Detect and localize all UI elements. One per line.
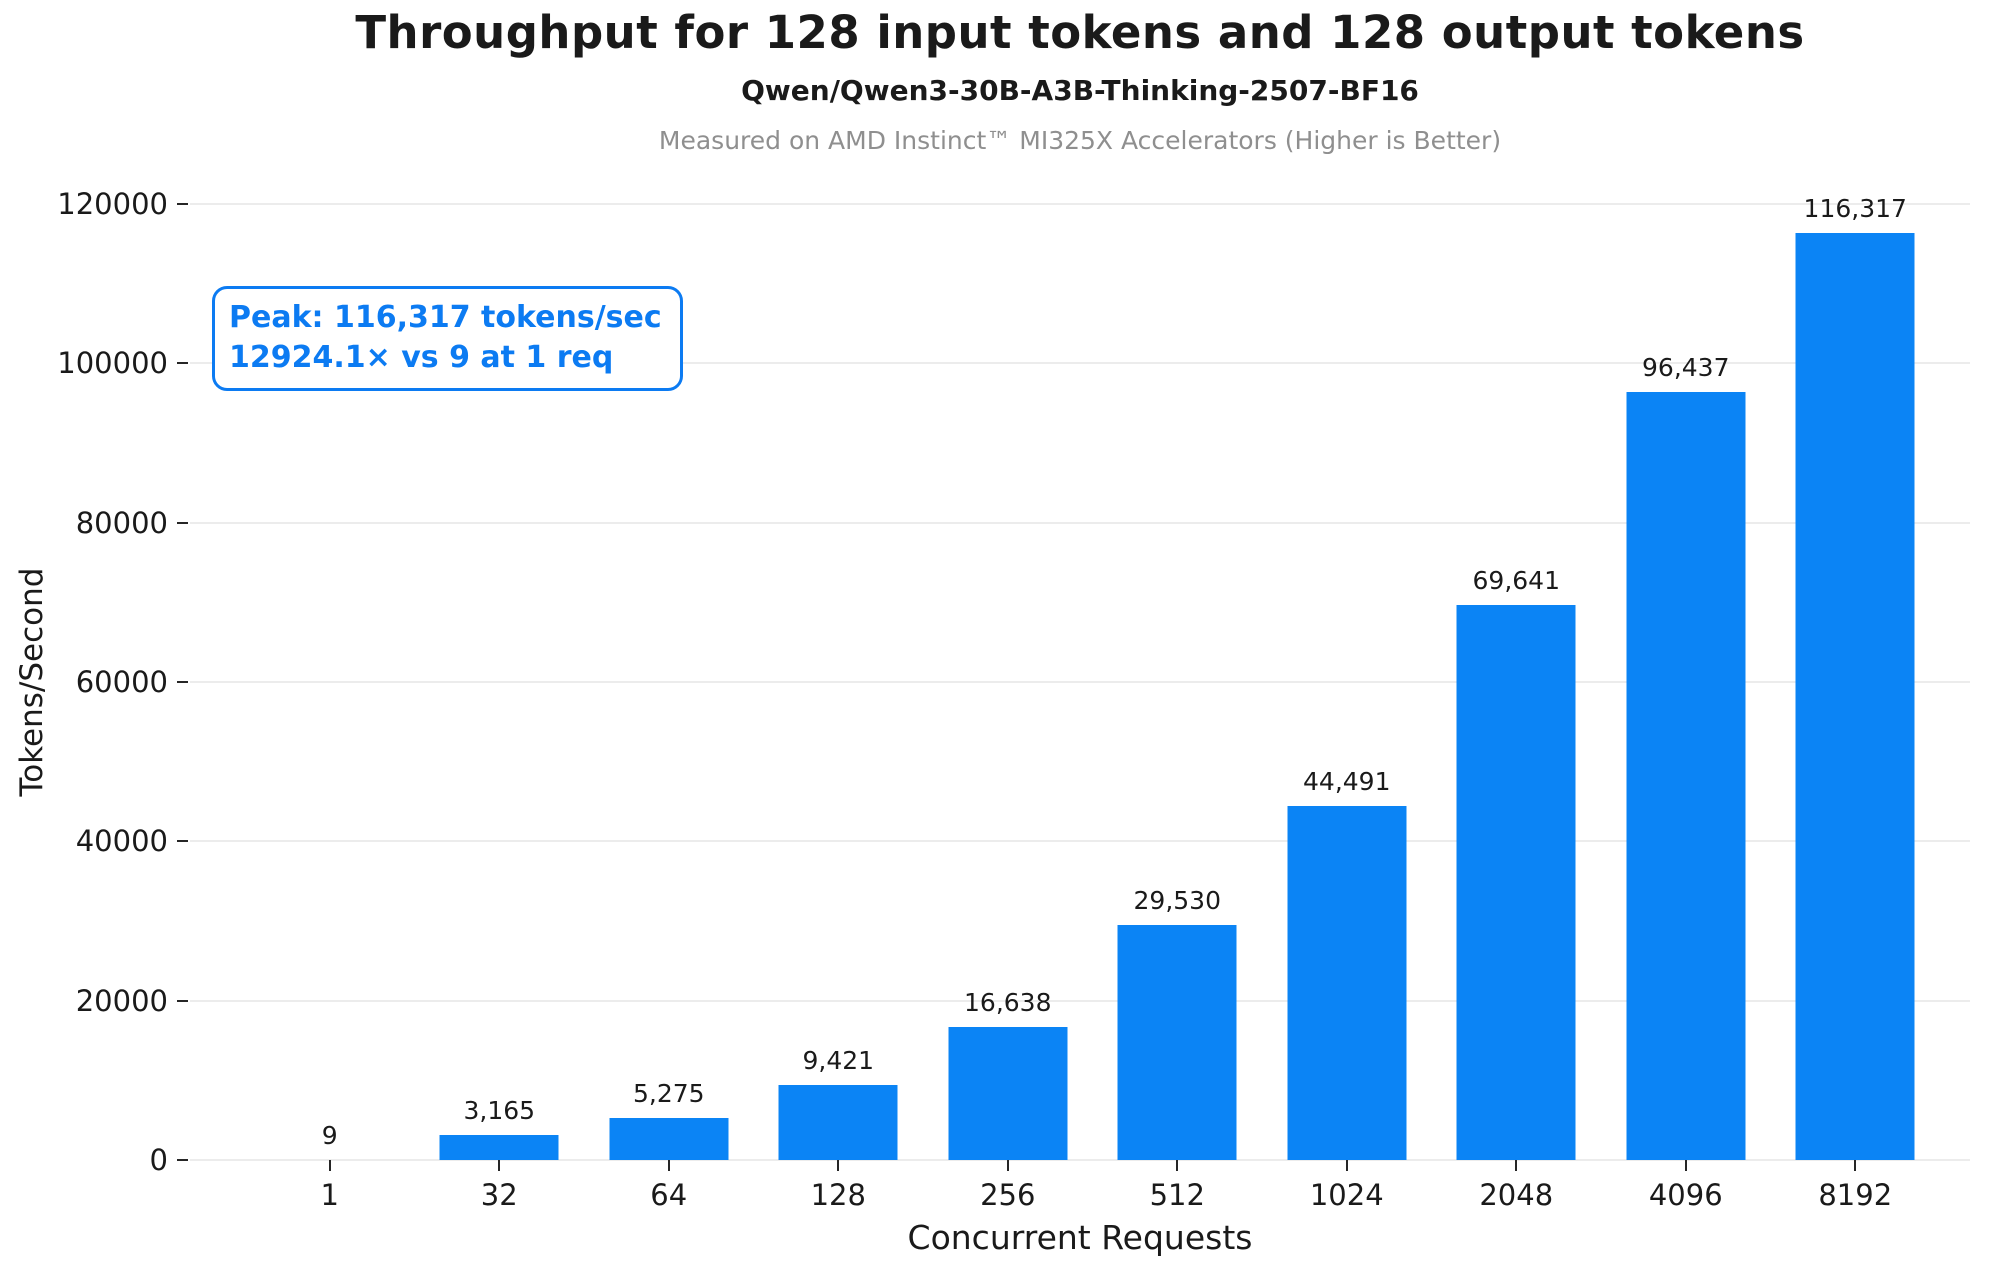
bar-64 — [609, 1117, 729, 1160]
bar-1024 — [1287, 805, 1407, 1160]
y-tick-mark-120000 — [177, 203, 188, 205]
x-tick-label-1024: 1024 — [1309, 1178, 1384, 1212]
x-tick-label-256: 256 — [980, 1178, 1036, 1212]
bar-128 — [778, 1084, 898, 1160]
gridline-60000 — [190, 681, 1970, 683]
bar-4096 — [1626, 391, 1746, 1160]
bar-column-32: 3,165 32 — [415, 204, 585, 1212]
x-tick-mark-512 — [1176, 1160, 1179, 1171]
bar-column-4096: 96,437 4096 — [1601, 204, 1771, 1212]
x-tick-mark-32 — [498, 1160, 501, 1171]
bar-value-128: 9,421 — [802, 1045, 875, 1075]
bar-value-2048: 69,641 — [1472, 566, 1560, 596]
bar-value-32: 3,165 — [463, 1095, 536, 1125]
bar-value-8192: 116,317 — [1803, 194, 1907, 224]
y-tick-mark-40000 — [177, 840, 188, 843]
gridline-20000 — [190, 999, 1970, 1002]
bar-value-64: 5,275 — [632, 1078, 705, 1108]
gridline-80000 — [190, 521, 1970, 524]
bar-column-1024: 44,491 1024 — [1262, 204, 1432, 1212]
bar-column-128: 9,421 128 — [754, 204, 924, 1212]
bar-column-64: 5,275 64 — [584, 204, 754, 1212]
bar-value-512: 29,530 — [1133, 885, 1221, 915]
x-tick-label-2048: 2048 — [1479, 1178, 1554, 1212]
bars-row: 9 1 3,165 32 5,275 64 9,421 128 16,638 256 29,530 5… — [190, 194, 1970, 1212]
y-tick-mark-20000 — [177, 999, 188, 1002]
bar-32 — [439, 1134, 559, 1160]
x-tick-mark-256 — [1006, 1160, 1009, 1171]
x-tick-label-512: 512 — [1149, 1178, 1205, 1212]
x-axis-label: Concurrent Requests — [907, 1218, 1253, 1257]
x-tick-mark-128 — [837, 1160, 840, 1171]
plot-area: Peak: 116,317 tokens/sec 12924.1× vs 9 a… — [57, 190, 1970, 1212]
y-axis-label: Tokens/Second — [14, 567, 50, 797]
gridline-0 — [190, 1159, 1970, 1161]
y-tick-mark-80000 — [177, 521, 188, 524]
bar-value-1024: 44,491 — [1303, 766, 1391, 796]
peak-annotation-line2: 12924.1× vs 9 at 1 req — [229, 339, 614, 375]
bar-256 — [948, 1027, 1068, 1160]
gridline-100000 — [190, 362, 1970, 365]
bar-2048 — [1456, 605, 1576, 1160]
bar-column-8192: 116,317 8192 — [1771, 194, 1941, 1212]
gridline-40000 — [190, 840, 1970, 843]
x-tick-label-1: 1 — [320, 1178, 339, 1212]
bar-value-256: 16,638 — [964, 988, 1052, 1018]
chart-title: Throughput for 128 input tokens and 128 … — [355, 6, 1805, 59]
x-tick-mark-1024 — [1345, 1160, 1348, 1171]
peak-annotation-line1: Peak: 116,317 tokens/sec — [229, 300, 662, 335]
bar-8192 — [1795, 233, 1915, 1160]
gridline-120000 — [190, 203, 1970, 205]
peak-annotation: Peak: 116,317 tokens/sec 12924.1× vs 9 a… — [212, 286, 683, 392]
y-tick-mark-100000 — [177, 362, 188, 365]
bar-column-256: 16,638 256 — [923, 204, 1093, 1212]
bar-value-1: 9 — [321, 1120, 338, 1150]
x-tick-label-128: 128 — [810, 1178, 866, 1212]
x-tick-label-4096: 4096 — [1648, 1178, 1723, 1212]
bar-value-4096: 96,437 — [1642, 352, 1730, 382]
x-tick-label-64: 64 — [650, 1178, 688, 1212]
y-tick-mark-60000 — [177, 681, 188, 683]
x-tick-mark-1 — [328, 1160, 331, 1171]
bar-512 — [1117, 924, 1237, 1160]
bar-column-2048: 69,641 2048 — [1432, 204, 1602, 1212]
x-tick-label-32: 32 — [480, 1178, 518, 1212]
x-tick-mark-8192 — [1854, 1160, 1857, 1171]
y-tick-mark-0 — [177, 1159, 188, 1161]
x-tick-mark-64 — [667, 1160, 670, 1171]
x-tick-label-8192: 8192 — [1818, 1178, 1893, 1212]
chart-subtitle: Qwen/Qwen3-30B-A3B-Thinking-2507-BF16 — [741, 74, 1419, 107]
x-tick-mark-4096 — [1684, 1160, 1687, 1171]
chart-caption: Measured on AMD Instinct™ MI325X Acceler… — [658, 126, 1502, 155]
x-tick-mark-2048 — [1515, 1160, 1518, 1171]
bar-column-512: 29,530 512 — [1093, 204, 1263, 1212]
